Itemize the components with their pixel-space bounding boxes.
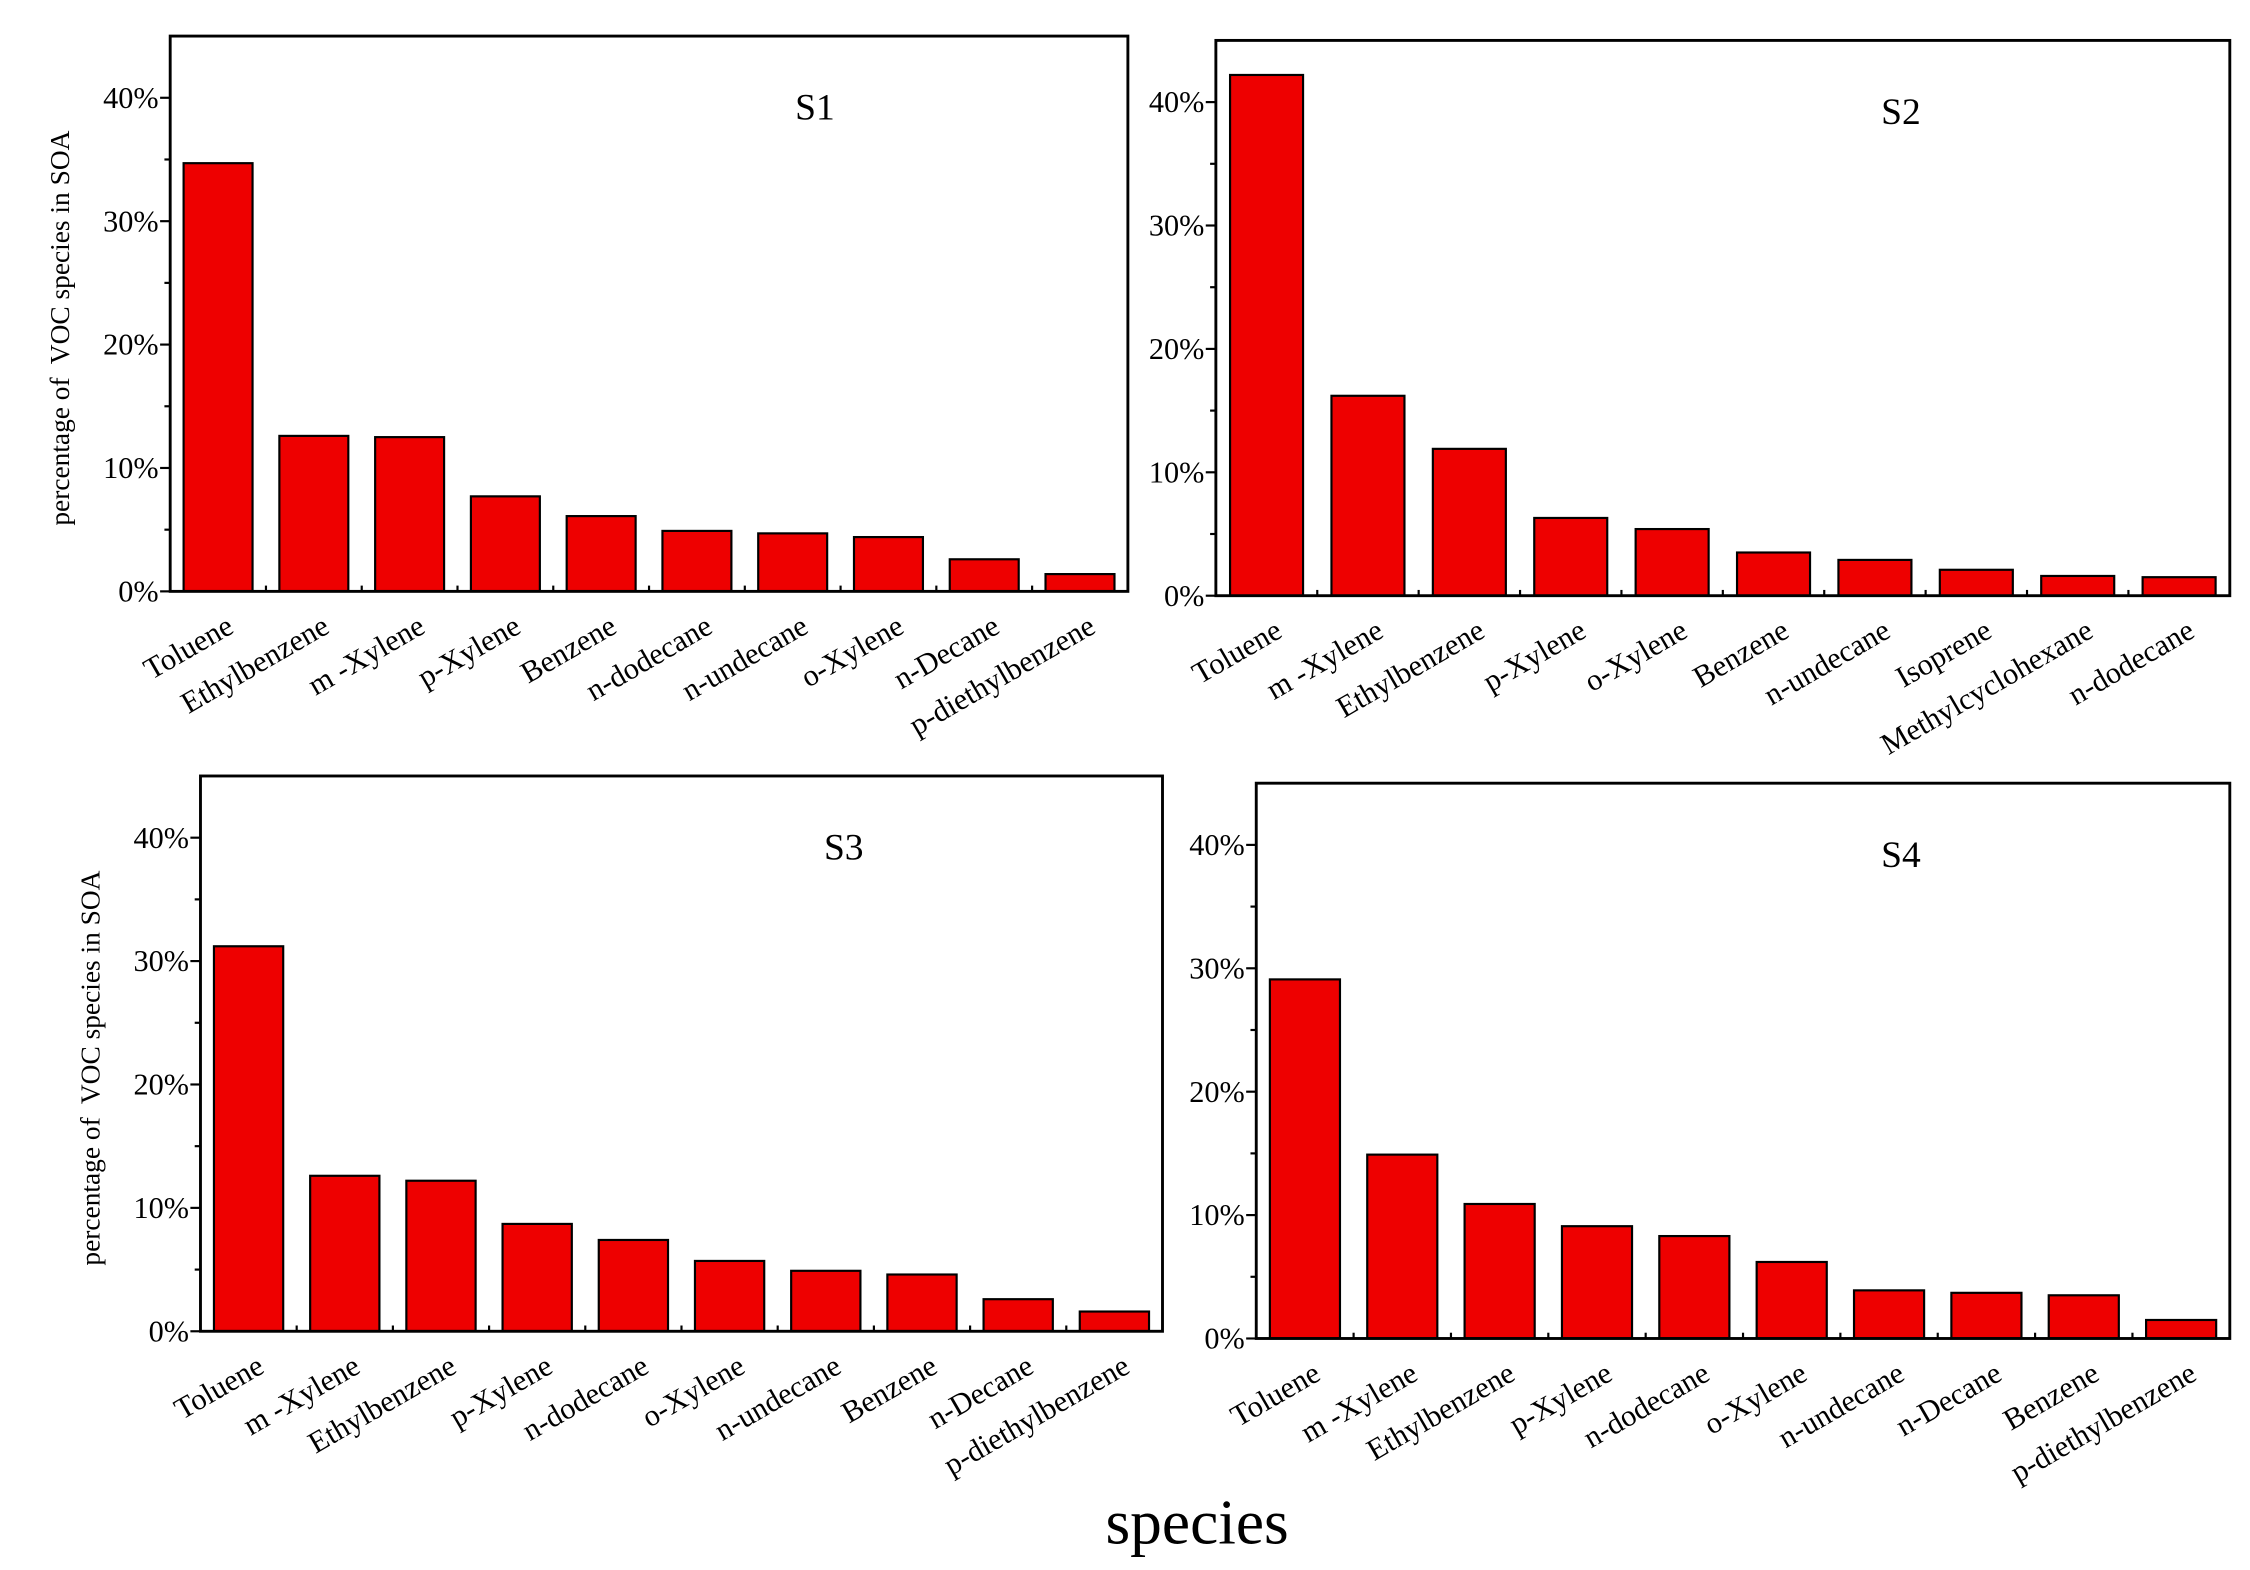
bar: [757, 532, 829, 593]
bar: [1463, 1202, 1536, 1340]
bar: [1330, 394, 1406, 597]
y-tick-label: 0%: [118, 574, 158, 608]
y-tick-label: 10%: [1189, 1198, 1244, 1232]
bar: [1078, 1310, 1151, 1333]
x-tick-label: o-Xylene: [1578, 613, 1693, 699]
bar: [565, 515, 637, 593]
bar: [309, 1174, 381, 1333]
bar: [948, 558, 1020, 593]
y-tick-label: 10%: [1149, 455, 1204, 489]
x-tick-label: p-Xylene: [1477, 613, 1592, 699]
y-tick-label: 0%: [1204, 1322, 1244, 1356]
bar: [182, 162, 254, 593]
bar: [790, 1269, 862, 1333]
y-tick-label: 20%: [1189, 1075, 1244, 1109]
y-tick-label: 30%: [1189, 951, 1244, 985]
y-tick-label: 10%: [133, 1191, 188, 1225]
bar: [1533, 516, 1609, 597]
x-tick-label: o-Xylene: [795, 608, 910, 694]
y-axis-label: percentage of VOC species in SOA: [45, 130, 75, 525]
bar: [501, 1222, 573, 1333]
y-tick-label: 40%: [133, 821, 188, 855]
x-axis-label: species: [1105, 1486, 1288, 1557]
bar: [1837, 558, 1913, 597]
bar: [212, 945, 285, 1333]
bar: [1950, 1291, 2023, 1340]
y-tick-label: 40%: [1149, 85, 1204, 119]
bar: [661, 529, 733, 593]
bar: [2047, 1294, 2120, 1340]
bar: [374, 436, 446, 593]
bar: [278, 434, 350, 593]
y-tick-label: 20%: [1149, 332, 1204, 366]
bar: [469, 495, 541, 593]
chart-title: S3: [824, 828, 864, 869]
bar: [1268, 978, 1342, 1340]
bar: [1658, 1234, 1731, 1340]
y-axis-label: percentage of VOC species in SOA: [76, 870, 106, 1265]
bar: [886, 1273, 958, 1333]
chart-title: S4: [1881, 835, 1921, 876]
bar: [1228, 73, 1305, 597]
y-tick-label: 30%: [133, 944, 188, 978]
y-tick-label: 0%: [1164, 579, 1204, 613]
bar: [1560, 1225, 1634, 1340]
plot-frame: [199, 774, 1164, 1333]
y-tick-label: 40%: [103, 81, 158, 115]
chart-title: S1: [795, 88, 835, 129]
y-tick-label: 40%: [1189, 828, 1244, 862]
bar: [1634, 527, 1710, 597]
bar: [982, 1298, 1054, 1333]
bar: [597, 1238, 670, 1333]
plot-frame: [168, 34, 1130, 593]
bar: [1735, 551, 1812, 597]
bar: [693, 1259, 766, 1333]
bar: [1366, 1153, 1439, 1340]
y-tick-label: 20%: [133, 1068, 188, 1102]
y-tick-label: 10%: [103, 451, 158, 485]
bar: [1852, 1289, 1926, 1340]
plot-frame: [1254, 781, 2232, 1340]
x-tick-label: Benzene: [836, 1348, 943, 1430]
bar: [2141, 576, 2217, 597]
x-tick-label: p-Xylene: [412, 608, 527, 694]
x-tick-label: n-Decane: [1890, 1355, 2007, 1442]
y-tick-label: 20%: [103, 328, 158, 362]
bar: [1044, 573, 1116, 593]
chart-title: S2: [1881, 92, 1921, 133]
y-tick-label: 0%: [149, 1314, 189, 1348]
bar: [1431, 447, 1507, 597]
plot-frame: [1214, 38, 2232, 598]
y-tick-label: 30%: [1149, 209, 1204, 243]
bar: [852, 535, 925, 593]
bar: [1938, 568, 2014, 597]
bar: [2040, 574, 2116, 597]
bar: [2144, 1318, 2218, 1340]
bar: [405, 1179, 477, 1333]
bar: [1755, 1260, 1828, 1340]
y-tick-label: 30%: [103, 204, 158, 238]
